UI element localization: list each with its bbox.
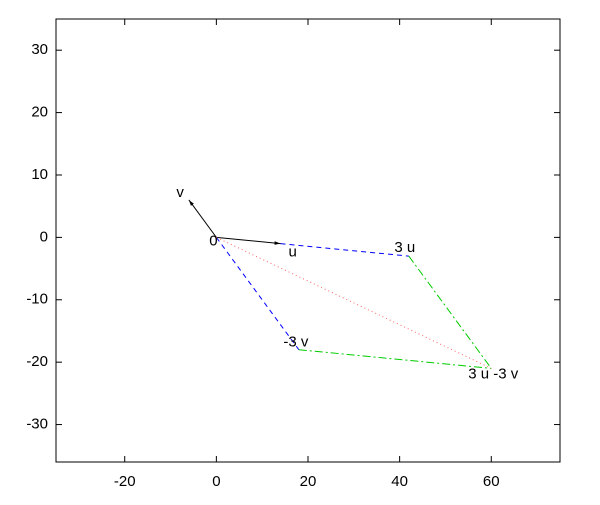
- x-tick-label: 60: [483, 473, 500, 490]
- vector-line: [188, 199, 217, 238]
- vector-line: [298, 349, 492, 369]
- y-tick-label: 20: [31, 104, 48, 121]
- x-tick-label: 40: [391, 473, 408, 490]
- vector-line: [216, 236, 281, 245]
- vector-line: [216, 236, 492, 369]
- point-label: 0: [209, 232, 217, 249]
- vector-line: [280, 243, 409, 257]
- point-label: 3 u: [394, 239, 415, 256]
- vector-line: [408, 255, 492, 369]
- y-tick-label: 10: [31, 166, 48, 183]
- plot-frame: [55, 18, 561, 463]
- point-label: u: [289, 244, 297, 261]
- y-tick-label: -30: [26, 416, 48, 433]
- y-tick-label: 30: [31, 41, 48, 58]
- y-tick-label: 0: [40, 228, 48, 245]
- point-label: v: [176, 184, 184, 201]
- point-label: 3 u -3 v: [468, 365, 519, 382]
- x-tick-label: 20: [300, 473, 317, 490]
- y-tick-label: -10: [26, 291, 48, 308]
- y-tick-label: -20: [26, 353, 48, 370]
- x-tick-label: 0: [212, 473, 220, 490]
- x-tick-label: -20: [114, 473, 136, 490]
- point-label: -3 v: [283, 334, 309, 351]
